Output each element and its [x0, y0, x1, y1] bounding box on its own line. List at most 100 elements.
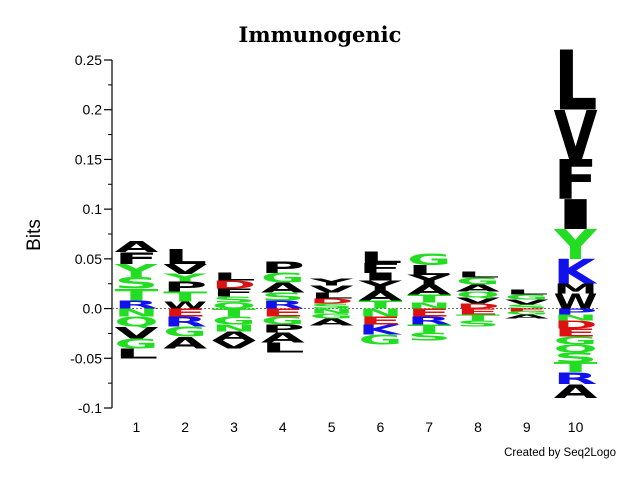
logo-letter: Y [114, 261, 159, 281]
logo-letter: A [505, 314, 549, 320]
logo-letter: Q [456, 290, 500, 300]
y-tick-label: 0.15 [75, 151, 102, 167]
logo-letter: R [163, 314, 207, 330]
axes: 0.25 0.2 0.15 0.1 0.05 0.0 -0.05 -0.1 1 2 3 4 5 6 7 8 9 1… [70, 52, 600, 435]
logo-letter: A [554, 380, 598, 402]
logo-letter: I [358, 271, 402, 284]
logo-letter: A [456, 283, 501, 294]
logo-letter: P [554, 307, 598, 317]
logo-letter: V [163, 261, 207, 277]
logo-letter: A [407, 282, 451, 298]
logo-letter: V [456, 296, 501, 306]
logo-letter: T [407, 292, 452, 305]
logo-letter: K [358, 322, 402, 338]
logo-letter: A [114, 238, 158, 256]
logo-letter: A [261, 330, 305, 346]
y-tick-label: -0.1 [78, 400, 102, 416]
logo-letter: P [163, 279, 207, 295]
logo-letter: F [212, 286, 256, 299]
logo-letter: A [358, 288, 402, 304]
logo-letter: V [114, 323, 159, 342]
logo-letter: L [407, 262, 451, 278]
logo-letter: L [456, 270, 500, 280]
logo-letter: G [554, 334, 598, 347]
logo-letter: R [407, 314, 451, 327]
logo-letter: V [505, 298, 550, 306]
logo-letter: G [261, 315, 305, 328]
y-tick-label: 0.2 [83, 102, 103, 118]
y-tick-label: 0.1 [83, 201, 103, 217]
logo-letter: T [407, 322, 452, 335]
y-tick-label: 0.25 [75, 52, 102, 68]
logo-letter: N [114, 306, 158, 319]
logo-letter: D [456, 302, 500, 310]
logo-letter: A [261, 280, 305, 296]
logo-letter: E [407, 306, 451, 319]
logo-letter: Y [309, 277, 354, 288]
logo-letter: T [163, 289, 207, 305]
y-tick-label: -0.05 [70, 350, 102, 366]
logo-letter: S [554, 350, 598, 366]
logo-letter: Y [553, 221, 598, 269]
logo-letter: G [505, 293, 549, 301]
logo-letter: E [261, 306, 305, 319]
logo-letter: G [114, 336, 158, 352]
logo-letter: T [554, 360, 598, 376]
logo-letter: L [114, 346, 158, 362]
x-tick-label: 9 [523, 419, 531, 435]
logo-letter: P [261, 258, 305, 277]
chart-title: Immunogenic [239, 22, 402, 47]
logo-letter: F [358, 260, 402, 276]
logo-letter: S [310, 302, 354, 310]
logo-letter: S [114, 274, 158, 293]
logo-letter: E [358, 314, 402, 327]
logo-letter: A [310, 317, 355, 328]
logo-letter: E [505, 308, 549, 313]
x-tick-label: 1 [133, 419, 141, 435]
logo-letter: G [358, 332, 402, 348]
logo-letter: S [505, 304, 549, 310]
x-tick-label: 8 [474, 419, 482, 435]
logo-letter: L [212, 271, 256, 284]
logo-letter: R [114, 298, 158, 311]
logo-letter: G [212, 315, 256, 328]
logo-letter: D [212, 279, 256, 292]
x-tick-label: 6 [377, 419, 385, 435]
logo-letter: E [554, 326, 598, 339]
logo-letter: T [114, 286, 158, 305]
logo-glyphs: RTSYFANQVGLWTPYVLERGAQSFDLTGNAVRSAGPEGPA… [114, 34, 599, 403]
logo-letter: Y [406, 273, 451, 289]
logo-letter: Q [114, 314, 158, 330]
logo-letter: S [407, 330, 451, 343]
logo-letter: D [554, 319, 598, 332]
logo-letter: G [456, 276, 500, 287]
x-tick-label: 5 [328, 419, 336, 435]
logo-letter: N [407, 301, 451, 311]
logo-letter: K [554, 252, 598, 292]
logo-letter: E [163, 306, 207, 319]
logo-letter: W [163, 300, 207, 311]
logo-letter: V [310, 284, 355, 295]
logo-letter: F [554, 150, 598, 213]
logo-letter: G [310, 312, 354, 320]
y-tick-label: 0.0 [83, 301, 103, 317]
logo-letter: F [114, 249, 158, 268]
logo-letter: N [358, 306, 402, 319]
logo-letter: G [505, 311, 549, 316]
logo-letter: S [261, 291, 305, 304]
logo-letter: E [456, 307, 500, 317]
logo-letter: L [554, 34, 598, 129]
logo-letter: L [358, 248, 402, 267]
logo-letter: D [310, 297, 354, 305]
credit-text: Created by Seq2Logo [504, 447, 616, 459]
logo-letter: Q [212, 301, 256, 311]
logo-letter: T [456, 313, 501, 323]
logo-letter: N [310, 307, 354, 315]
logo-letter: S [212, 295, 256, 304]
x-tick-label: 3 [230, 419, 238, 435]
logo-letter: N [212, 323, 256, 334]
logo-letter: W [554, 290, 598, 313]
logo-letter: M [554, 281, 598, 297]
logo-letter: G [261, 271, 305, 287]
logo-letter: S [456, 319, 500, 328]
